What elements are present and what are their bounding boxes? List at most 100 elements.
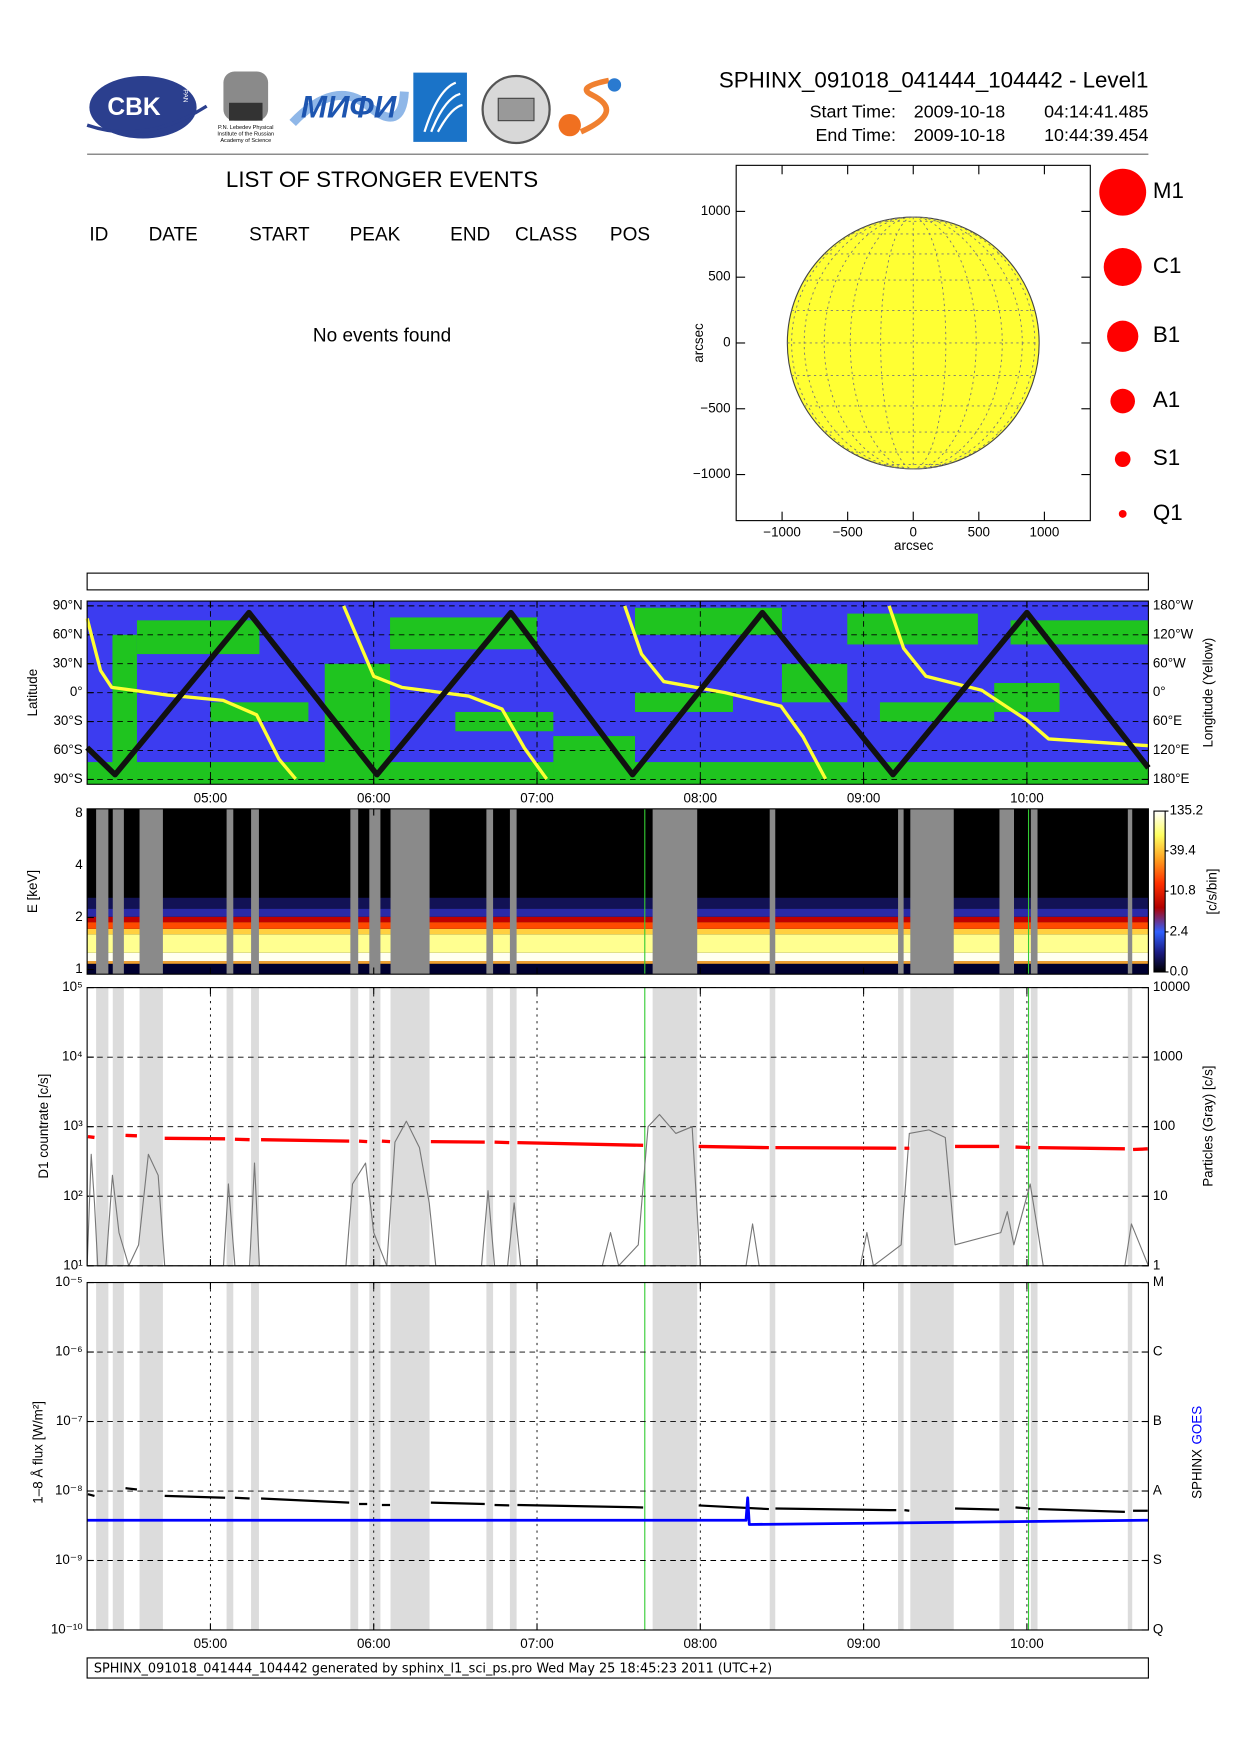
x-tick-label: 10:00 [1010,1636,1044,1651]
start-date: 2009-10-18 [914,102,1005,122]
spectral-band [87,961,1149,964]
logo-shape [607,78,622,92]
empty-strip [86,572,1149,591]
logo-text: Academy of Science [220,138,271,144]
y-tick-label: 60°S [53,742,82,757]
data-gap [1127,1282,1133,1630]
y-tick-label: 500 [708,269,730,284]
data-gap [226,1282,234,1630]
y2-tick-label: M [1153,1274,1164,1289]
colorbar [1153,810,1166,973]
data-line [86,1113,1149,1267]
y-tick-label: −500 [700,400,730,415]
column-header: START [249,225,310,246]
colorbar-tick-label: 39.4 [1170,842,1197,857]
logo-mifi: МИФИ [289,90,409,126]
data-gap [509,1282,517,1630]
data-gap [486,808,494,975]
x-tick-label: 05:00 [194,790,228,805]
y-tick-label: −1000 [693,466,731,481]
spectral-band [87,922,1149,929]
data-gap [1127,808,1133,975]
data-gap [898,1282,904,1630]
logo-text: P.N. Lebedev Physical [218,125,273,131]
y2-tick-label: 100 [1153,1118,1175,1133]
class-marker [1103,248,1142,287]
data-gap [898,808,904,975]
column-header: END [450,225,490,246]
y-tick-label: 10⁻¹⁰ [51,1622,83,1637]
logo-portrait [229,102,263,121]
label-part: GOES [1189,1406,1204,1445]
data-gap [96,1282,109,1630]
end-time: 10:44:39.454 [1044,125,1148,145]
y2-tick-label: 10 [1153,1188,1168,1203]
logo-wave [289,90,409,126]
column-header: DATE [149,225,198,246]
data-line [85,605,1149,781]
logo-square [413,72,467,142]
end-label: End Time: [816,125,896,145]
data-gap [1030,1282,1038,1630]
y-tick-label: 1000 [701,203,731,218]
y2-axis-label: Particles (Gray) [c/s] [1200,1065,1215,1186]
data-gap [350,808,359,975]
y2-tick-label: 1000 [1153,1049,1183,1064]
y2-tick-label: 1 [1153,1257,1160,1272]
x-tick-label: 07:00 [520,1636,554,1651]
particle-region [781,663,848,703]
y2-tick-label: S [1153,1552,1162,1567]
data-gap [112,1282,124,1630]
class-marker [1107,320,1139,352]
y2-tick-label: 180°W [1153,597,1194,612]
data-gap [910,1282,954,1630]
data-gap [486,1282,494,1630]
y2-tick-label: 60°E [1153,713,1182,728]
data-line [85,609,1151,778]
y2-tick-label: C [1153,1344,1163,1359]
spectral-band [87,916,1149,923]
logo-text: МИФИ [301,90,398,125]
column-header: PEAK [350,225,401,246]
data-gap [251,808,259,975]
x-tick-label: −500 [833,524,863,539]
x-tick-label: −1000 [763,524,801,539]
y2-tick-label: 0° [1153,684,1166,699]
logo-swirl [558,77,622,137]
end-date: 2009-10-18 [914,125,1005,145]
y-axis-label: Latitude [25,669,40,717]
data-gap [652,808,698,975]
particle-region [390,617,538,650]
spectral-band [87,963,1149,975]
x-tick-label: 07:00 [520,790,554,805]
data-gap [96,808,109,975]
column-header: ID [89,225,108,246]
y2-tick-label: Q [1153,1622,1163,1637]
class-marker [1118,510,1127,518]
data-gap [1030,808,1038,975]
y2-tick-label: 180°E [1153,771,1190,786]
y-axis-label: arcsec [691,323,706,363]
y-tick-label: 30°N [53,655,83,670]
x-tick-label: 05:00 [194,1636,228,1651]
plot-frame [86,987,1149,1267]
data-gap [769,1282,776,1630]
data-gap [652,1282,698,1630]
start-label: Start Time: [810,102,896,122]
y2-tick-label: A [1153,1483,1162,1498]
x-tick-label: 06:00 [357,1636,391,1651]
y-tick-label: 10³ [63,1118,83,1133]
y2-tick-label: 120°E [1153,742,1190,757]
logo-lines [423,81,463,133]
y-tick-label: 10² [63,1188,83,1203]
plot-frame [86,1281,1149,1631]
logo-shape [579,77,610,135]
data-gap [1127,987,1133,1266]
y-tick-label: 10⁻⁸ [55,1483,83,1498]
y2-tick-label: B [1153,1413,1162,1428]
y2-axis-label: Longitude (Yellow) [1200,638,1215,748]
y-tick-label: 10⁴ [62,1049,83,1064]
